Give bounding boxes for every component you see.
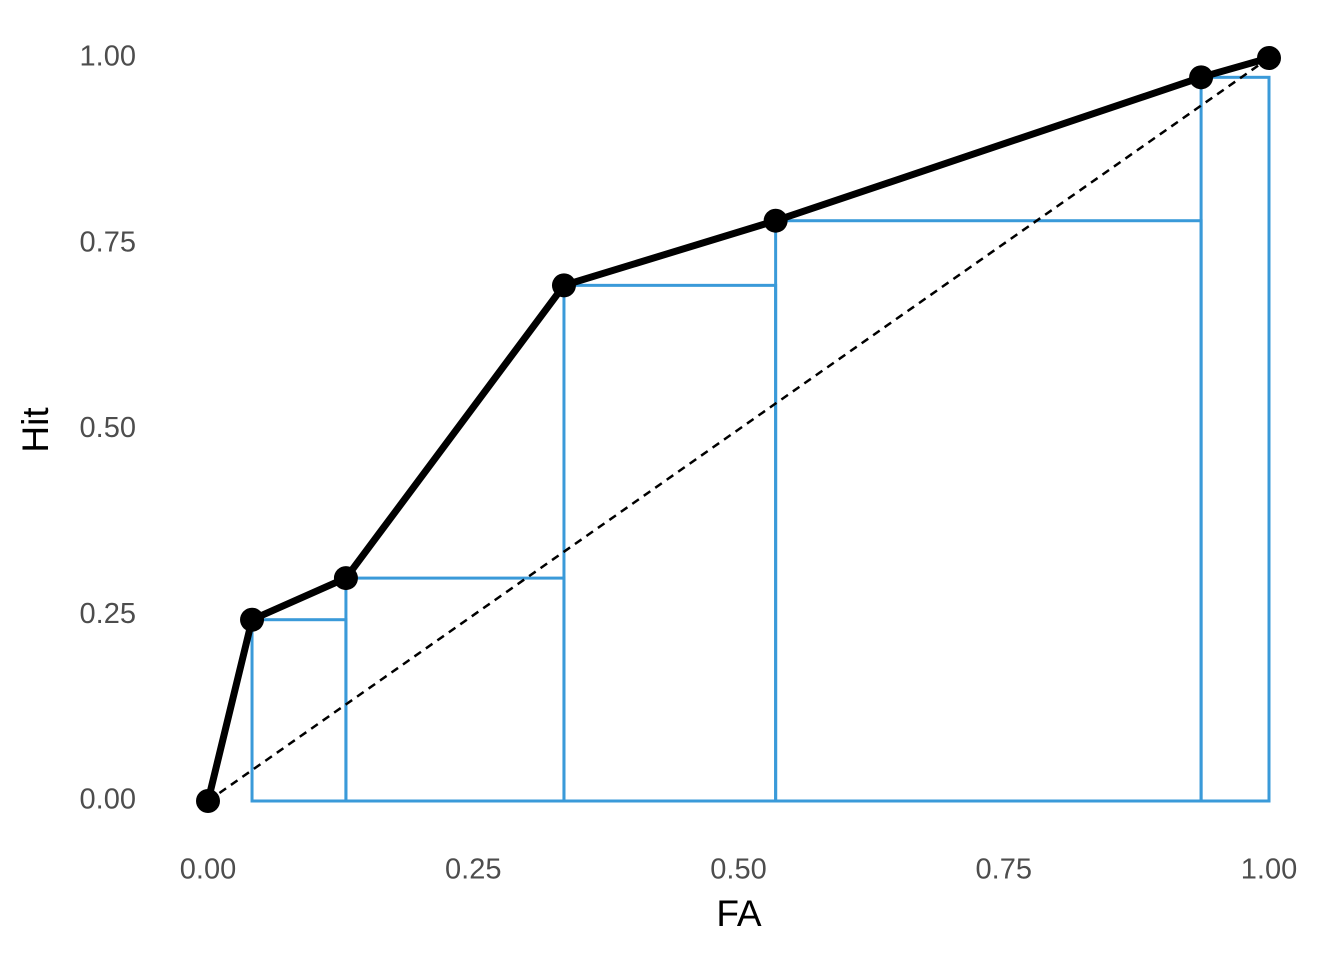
point (333, 566, 358, 591)
y-tick-label: 0.75 (80, 226, 136, 258)
point (1257, 46, 1281, 70)
x-tick-label: 0.75 (976, 854, 1032, 886)
point (551, 273, 576, 298)
x-axis-title: FA (716, 893, 762, 934)
point (1189, 65, 1214, 90)
chance-line (207, 56, 1270, 803)
step-rect (774, 219, 1203, 803)
x-tick-label: 0.00 (180, 854, 236, 886)
y-axis-title: Hit (15, 407, 56, 453)
step-rect (250, 618, 348, 803)
y-tick-label: 0.50 (80, 412, 136, 444)
step-rect (562, 283, 778, 803)
y-tick-label: 1.00 (80, 41, 136, 73)
point (240, 607, 265, 632)
y-tick-label: 0.25 (80, 598, 136, 630)
y-tick-label: 0.00 (80, 784, 136, 816)
x-tick-label: 1.00 (1241, 854, 1297, 886)
x-tick-label: 0.50 (710, 854, 766, 886)
step-rect (344, 576, 566, 803)
point (196, 789, 220, 813)
x-tick-label: 0.25 (445, 854, 501, 886)
step-rect (1199, 75, 1271, 803)
point (763, 208, 788, 233)
